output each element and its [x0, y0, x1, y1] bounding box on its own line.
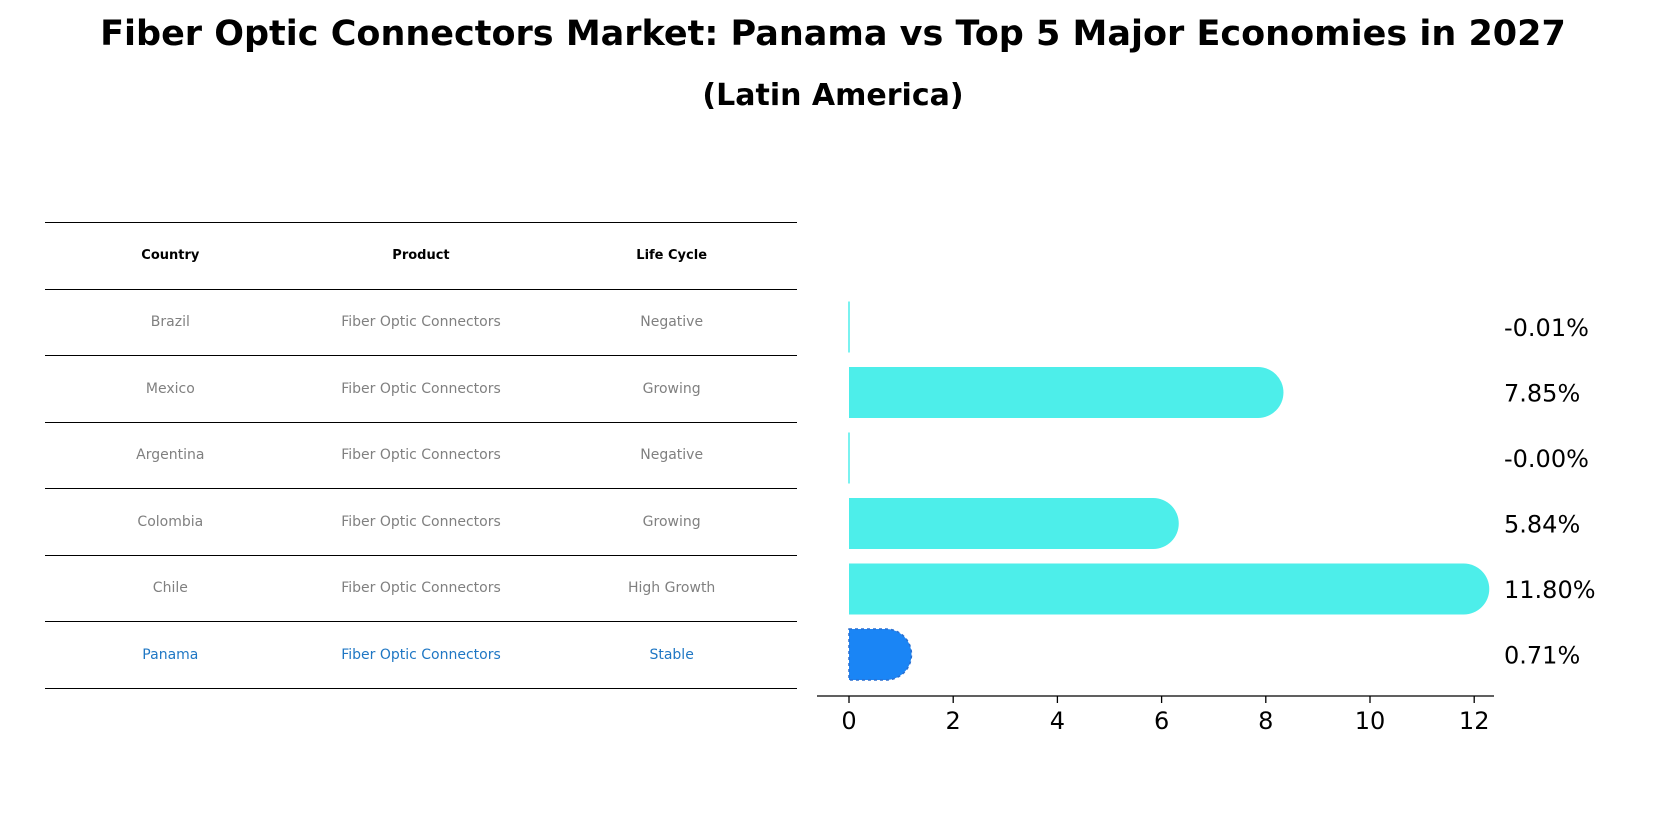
value-label-panama: 0.71% — [1504, 642, 1580, 670]
x-tick-label: 10 — [1355, 707, 1386, 735]
bar-mexico — [849, 367, 1284, 418]
cell-country: Chile — [45, 554, 296, 622]
x-tick-label: 8 — [1258, 707, 1273, 735]
header-product: Product — [295, 222, 547, 290]
cell-country: Brazil — [45, 288, 296, 356]
cell-country: Colombia — [45, 488, 296, 556]
cell-life-cycle: Growing — [546, 488, 797, 556]
table-header-row: Country Product Life Cycle — [45, 222, 797, 290]
cell-product: Fiber Optic Connectors — [295, 288, 547, 356]
value-label-colombia: 5.84% — [1504, 511, 1580, 539]
value-label-brazil: -0.01% — [1504, 314, 1589, 342]
table-row: Brazil Fiber Optic Connectors Negative — [45, 288, 797, 356]
bar-chile — [849, 563, 1490, 615]
cell-product: Fiber Optic Connectors — [295, 621, 547, 689]
value-label-chile: 11.80% — [1504, 576, 1596, 604]
x-tick-label: 0 — [841, 707, 856, 735]
cell-country: Mexico — [45, 355, 296, 423]
table-row: Mexico Fiber Optic Connectors Growing — [45, 355, 797, 423]
x-tick-label: 12 — [1459, 707, 1490, 735]
chart-title: Fiber Optic Connectors Market: Panama vs… — [100, 14, 1566, 54]
x-tick-label: 2 — [946, 707, 961, 735]
table-row: Argentina Fiber Optic Connectors Negativ… — [45, 421, 797, 489]
cell-product: Fiber Optic Connectors — [295, 355, 547, 423]
table-row-highlight: Panama Fiber Optic Connectors Stable — [45, 621, 797, 689]
table-row: Colombia Fiber Optic Connectors Growing — [45, 488, 797, 556]
bar-colombia — [849, 498, 1179, 549]
header-country: Country — [45, 222, 296, 290]
cell-life-cycle: Negative — [546, 288, 797, 356]
data-table: Country Product Life Cycle Brazil Fiber … — [45, 222, 797, 689]
cell-product: Fiber Optic Connectors — [295, 421, 547, 489]
cell-life-cycle: Negative — [546, 421, 797, 489]
cell-life-cycle: High Growth — [546, 554, 797, 622]
cell-product: Fiber Optic Connectors — [295, 488, 547, 556]
value-label-argentina: -0.00% — [1504, 445, 1589, 473]
x-tick-label: 6 — [1154, 707, 1169, 735]
cell-country: Argentina — [45, 421, 296, 489]
chart-subtitle: (Latin America) — [702, 78, 964, 113]
table-row: Chile Fiber Optic Connectors High Growth — [45, 554, 797, 622]
cell-life-cycle: Stable — [546, 621, 797, 689]
cell-life-cycle: Growing — [546, 355, 797, 423]
bar-panama — [848, 628, 913, 681]
header-life-cycle: Life Cycle — [546, 222, 797, 290]
cell-country: Panama — [45, 621, 296, 689]
x-tick-label: 4 — [1050, 707, 1065, 735]
value-label-mexico: 7.85% — [1504, 380, 1580, 408]
